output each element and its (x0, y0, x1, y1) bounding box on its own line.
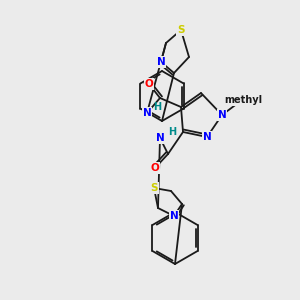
Text: O: O (145, 79, 153, 89)
Text: H: H (168, 127, 176, 137)
Text: S: S (150, 183, 158, 193)
Text: N: N (157, 57, 165, 67)
Text: methyl: methyl (224, 95, 262, 105)
Text: N: N (142, 108, 152, 118)
Text: H: H (153, 102, 161, 112)
Text: N: N (202, 132, 211, 142)
Text: O: O (151, 163, 159, 173)
Text: N: N (156, 133, 164, 143)
Text: S: S (177, 25, 185, 35)
Text: N: N (169, 211, 178, 221)
Text: N: N (218, 110, 226, 120)
